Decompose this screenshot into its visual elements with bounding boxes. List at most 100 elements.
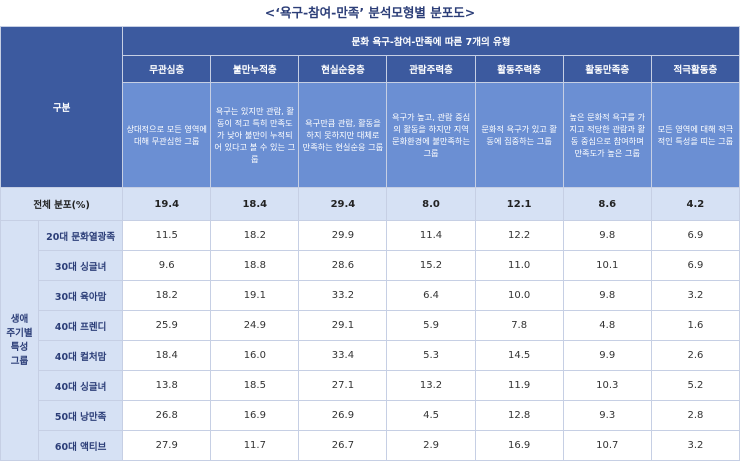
type-description: 상대적으로 모든 영역에 대해 무관심한 그룹 — [122, 82, 212, 188]
row-label: 40대 컬처맘 — [38, 340, 124, 371]
table-cell: 11.0 — [474, 250, 564, 281]
row-label: 20대 문화열광족 — [38, 220, 124, 251]
table-cell: 13.2 — [386, 370, 476, 401]
type-description: 높은 문화적 욕구를 가지고 적당한 관람과 활동 중심으로 참여하며 만족도가… — [562, 82, 652, 188]
row-label: 30대 육아맘 — [38, 280, 124, 311]
table-cell: 14.5 — [474, 340, 564, 371]
total-value: 4.2 — [650, 187, 740, 221]
distribution-table: 구분 문화 욕구-참여-만족에 따른 7개의 유형 무관심층 불만누적층 현실순… — [0, 26, 740, 461]
table-cell: 5.9 — [386, 310, 476, 341]
table-cell: 5.3 — [386, 340, 476, 371]
table-cell: 18.8 — [210, 250, 300, 281]
table-cell: 18.5 — [210, 370, 300, 401]
table-cell: 16.9 — [210, 400, 300, 431]
table-cell: 6.4 — [386, 280, 476, 311]
table-cell: 11.7 — [210, 430, 300, 461]
table-cell: 9.9 — [562, 340, 652, 371]
table-cell: 10.3 — [562, 370, 652, 401]
group-label-line: 주기별 — [6, 327, 33, 339]
table-row: 50대 낭만족 26.8 16.9 26.9 4.5 12.8 9.3 2.8 — [1, 400, 740, 431]
type-description: 욕구가 높고, 관람 중심의 활동을 하지만 지역 문화환경에 불만족하는 그룹 — [386, 82, 476, 188]
table-cell: 9.8 — [562, 280, 652, 311]
table-cell: 28.6 — [298, 250, 388, 281]
table-cell: 10.7 — [562, 430, 652, 461]
table-cell: 12.2 — [474, 220, 564, 251]
table-cell: 2.9 — [386, 430, 476, 461]
row-label: 30대 싱글녀 — [38, 250, 124, 281]
total-value: 19.4 — [122, 187, 212, 221]
table-cell: 1.6 — [650, 310, 740, 341]
type-name-header: 적극활동층 — [650, 55, 740, 83]
table-row: 40대 프렌디 25.9 24.9 29.1 5.9 7.8 4.8 1.6 — [1, 310, 740, 341]
table-cell: 25.9 — [122, 310, 212, 341]
table-cell: 4.5 — [386, 400, 476, 431]
type-name-header: 활동만족층 — [562, 55, 652, 83]
table-cell: 33.2 — [298, 280, 388, 311]
table-cell: 15.2 — [386, 250, 476, 281]
total-label: 전체 분포(%) — [0, 187, 124, 221]
total-value: 29.4 — [298, 187, 388, 221]
group-label-line: 그룹 — [10, 355, 29, 367]
table-cell: 9.6 — [122, 250, 212, 281]
type-name-header: 불만누적층 — [210, 55, 300, 83]
table-cell: 11.5 — [122, 220, 212, 251]
table-cell: 11.9 — [474, 370, 564, 401]
table-row: 30대 육아맘 18.2 19.1 33.2 6.4 10.0 9.8 3.2 — [1, 280, 740, 311]
type-description: 모든 영역에 대해 적극적인 특성을 띠는 그룹 — [650, 82, 740, 188]
row-label: 40대 싱글녀 — [38, 370, 124, 401]
table-cell: 10.0 — [474, 280, 564, 311]
group-label-line: 생애 — [10, 313, 29, 325]
type-name-header: 관람주력층 — [386, 55, 476, 83]
table-cell: 27.1 — [298, 370, 388, 401]
type-name-header: 현실순응층 — [298, 55, 388, 83]
table-row: 60대 액티브 27.9 11.7 26.7 2.9 16.9 10.7 3.2 — [1, 430, 740, 461]
table-cell: 4.8 — [562, 310, 652, 341]
table-cell: 12.8 — [474, 400, 564, 431]
table-cell: 33.4 — [298, 340, 388, 371]
table-row: 30대 싱글녀 9.6 18.8 28.6 15.2 11.0 10.1 6.9 — [1, 250, 740, 281]
total-value: 18.4 — [210, 187, 300, 221]
group-label: 생애 주기별 특성 그룹 — [0, 220, 40, 461]
row-label: 50대 낭만족 — [38, 400, 124, 431]
total-value: 8.0 — [386, 187, 476, 221]
table-cell: 27.9 — [122, 430, 212, 461]
table-cell: 18.2 — [210, 220, 300, 251]
total-value: 8.6 — [562, 187, 652, 221]
table-row: 생애 주기별 특성 그룹 20대 문화열광족 11.5 18.2 29.9 11… — [0, 220, 740, 461]
table-cell: 2.8 — [650, 400, 740, 431]
table-cell: 16.0 — [210, 340, 300, 371]
row-label: 40대 프렌디 — [38, 310, 124, 341]
group-label-line: 특성 — [10, 341, 29, 353]
table-row: 40대 컬처맘 18.4 16.0 33.4 5.3 14.5 9.9 2.6 — [1, 340, 740, 371]
table-cell: 11.4 — [386, 220, 476, 251]
table-cell: 3.2 — [650, 430, 740, 461]
table-title: <‘욕구-참여-만족’ 분석모형별 분포도> — [264, 5, 476, 20]
type-description: 욕구는 있지만 관람, 활동이 적고 특히 만족도가 낮아 불만이 누적되어 있… — [210, 82, 300, 188]
type-name-header: 활동주력층 — [474, 55, 564, 83]
table-cell: 10.1 — [562, 250, 652, 281]
table-cell: 29.9 — [298, 220, 388, 251]
total-row: 전체 분포(%) 19.4 18.4 29.4 8.0 12.1 8.6 4.2 — [0, 187, 740, 221]
table-cell: 13.8 — [122, 370, 212, 401]
table-cell: 2.6 — [650, 340, 740, 371]
table-cell: 6.9 — [650, 250, 740, 281]
table-cell: 24.9 — [210, 310, 300, 341]
table-cell: 3.2 — [650, 280, 740, 311]
table-row: 40대 싱글녀 13.8 18.5 27.1 13.2 11.9 10.3 5.… — [1, 370, 740, 401]
table-cell: 5.2 — [650, 370, 740, 401]
table-cell: 26.8 — [122, 400, 212, 431]
type-description: 욕구만큼 관람, 활동을 하지 못하지만 대체로 만족하는 현실순응 그룹 — [298, 82, 388, 188]
row-label: 60대 액티브 — [38, 430, 124, 461]
total-value: 12.1 — [474, 187, 564, 221]
main-header: 문화 욕구-참여-만족에 따른 7개의 유형 — [122, 26, 740, 56]
table-cell: 9.8 — [562, 220, 652, 251]
table-cell: 26.9 — [298, 400, 388, 431]
type-description: 문화적 욕구가 있고 활동에 집중하는 그룹 — [474, 82, 564, 188]
table-cell: 29.1 — [298, 310, 388, 341]
table-cell: 16.9 — [474, 430, 564, 461]
type-name-header: 무관심층 — [122, 55, 212, 83]
table-cell: 19.1 — [210, 280, 300, 311]
table-cell: 9.3 — [562, 400, 652, 431]
table-cell: 6.9 — [650, 220, 740, 251]
table-cell: 18.2 — [122, 280, 212, 311]
